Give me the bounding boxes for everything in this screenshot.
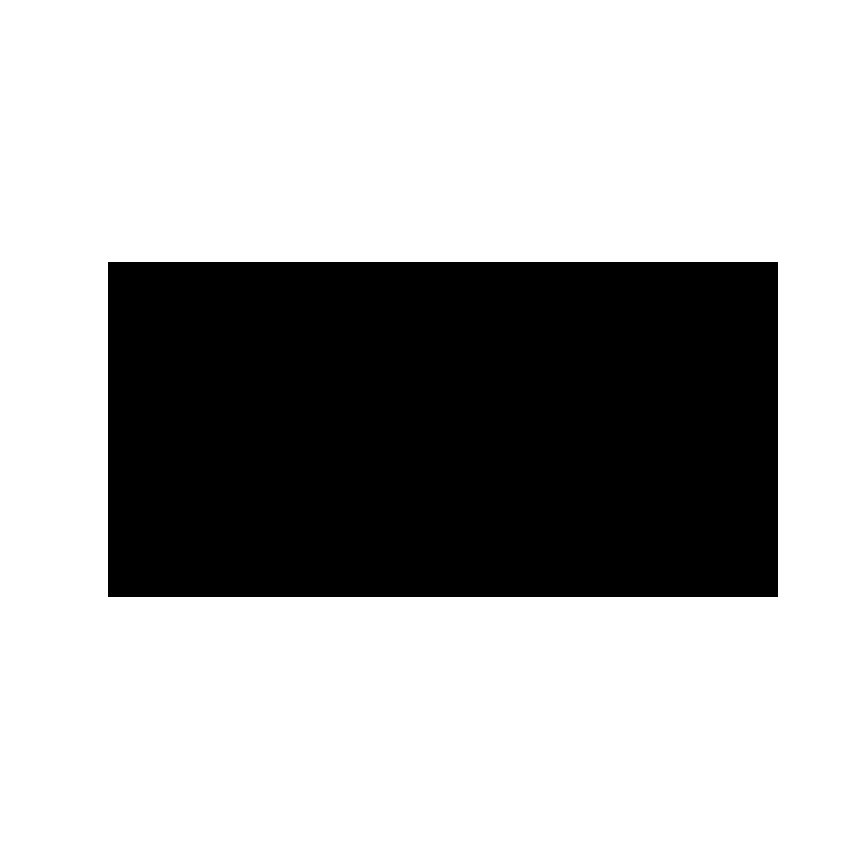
wordcloud-svg: [108, 262, 778, 597]
wordcloud-canvas: [108, 262, 778, 597]
